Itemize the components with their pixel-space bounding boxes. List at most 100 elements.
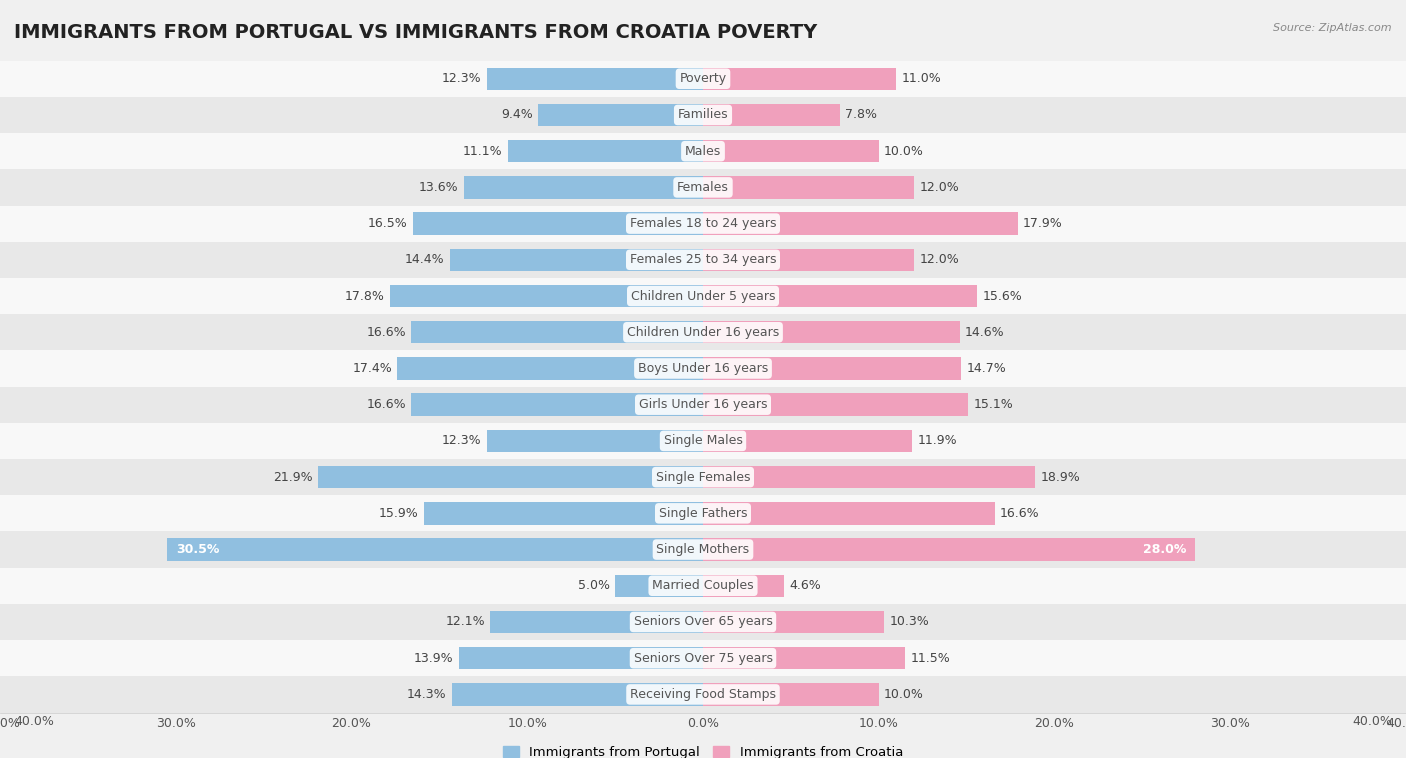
Text: 12.3%: 12.3% [441,434,481,447]
Bar [703,67,897,90]
Bar [0,97,1406,133]
Bar [0,387,1406,423]
Text: Single Females: Single Females [655,471,751,484]
Text: Married Couples: Married Couples [652,579,754,592]
Bar [0,169,1406,205]
Text: 16.5%: 16.5% [368,217,408,230]
Bar [703,683,879,706]
Bar [0,61,1406,97]
Bar [318,466,703,488]
Text: 16.6%: 16.6% [1000,507,1039,520]
Text: 11.1%: 11.1% [463,145,503,158]
Text: 12.1%: 12.1% [446,615,485,628]
Bar [0,314,1406,350]
Text: 40.0%: 40.0% [1353,715,1392,728]
Bar [703,212,1018,235]
Bar [703,357,962,380]
Text: 30.5%: 30.5% [176,543,219,556]
Bar [703,140,879,162]
Bar [486,67,703,90]
Bar [508,140,703,162]
Text: 14.3%: 14.3% [406,688,447,701]
Text: 17.8%: 17.8% [344,290,385,302]
Bar [0,350,1406,387]
Bar [0,459,1406,495]
Text: 10.0%: 10.0% [884,145,924,158]
Text: Receiving Food Stamps: Receiving Food Stamps [630,688,776,701]
Bar [413,212,703,235]
Bar [0,423,1406,459]
Text: Children Under 5 years: Children Under 5 years [631,290,775,302]
Bar [423,502,703,525]
Text: 14.6%: 14.6% [965,326,1004,339]
Bar [703,575,785,597]
Text: 13.6%: 13.6% [419,181,458,194]
Text: Females: Females [678,181,728,194]
Bar [0,676,1406,713]
Bar [0,133,1406,169]
Text: 40.0%: 40.0% [14,715,53,728]
Bar [486,430,703,452]
Bar [703,611,884,633]
Text: 10.3%: 10.3% [890,615,929,628]
Bar [703,502,995,525]
Text: 15.1%: 15.1% [973,398,1014,411]
Text: Children Under 16 years: Children Under 16 years [627,326,779,339]
Text: 11.5%: 11.5% [911,652,950,665]
Bar [703,285,977,307]
Bar [616,575,703,597]
Text: Single Males: Single Males [664,434,742,447]
Text: 9.4%: 9.4% [501,108,533,121]
Bar [412,393,703,416]
Bar [703,393,969,416]
Bar [0,278,1406,314]
Text: 10.0%: 10.0% [884,688,924,701]
Bar [703,104,841,126]
Text: 7.8%: 7.8% [845,108,877,121]
Bar [0,604,1406,640]
Bar [0,531,1406,568]
Bar [703,249,914,271]
Bar [0,495,1406,531]
Text: 15.9%: 15.9% [378,507,419,520]
Bar [391,285,703,307]
Text: 5.0%: 5.0% [578,579,610,592]
Bar [703,538,1195,561]
Text: 18.9%: 18.9% [1040,471,1080,484]
Bar [703,321,960,343]
Text: 14.4%: 14.4% [405,253,444,266]
Bar [0,640,1406,676]
Bar [0,242,1406,278]
Text: Seniors Over 65 years: Seniors Over 65 years [634,615,772,628]
Text: Males: Males [685,145,721,158]
Bar [703,647,905,669]
Bar [450,249,703,271]
Text: Girls Under 16 years: Girls Under 16 years [638,398,768,411]
Bar [451,683,703,706]
Text: 12.0%: 12.0% [920,253,959,266]
Text: 28.0%: 28.0% [1143,543,1187,556]
Bar [703,466,1035,488]
Bar [464,176,703,199]
Text: 4.6%: 4.6% [789,579,821,592]
Text: 12.0%: 12.0% [920,181,959,194]
Text: Poverty: Poverty [679,72,727,85]
Legend: Immigrants from Portugal, Immigrants from Croatia: Immigrants from Portugal, Immigrants fro… [498,741,908,758]
Bar [167,538,703,561]
Text: Single Fathers: Single Fathers [659,507,747,520]
Text: 16.6%: 16.6% [367,398,406,411]
Text: 15.6%: 15.6% [983,290,1022,302]
Text: 13.9%: 13.9% [413,652,453,665]
Text: Families: Families [678,108,728,121]
Bar [0,205,1406,242]
Text: 17.4%: 17.4% [352,362,392,375]
Bar [458,647,703,669]
Bar [703,176,914,199]
Bar [412,321,703,343]
Text: 11.0%: 11.0% [901,72,942,85]
Bar [537,104,703,126]
Bar [703,430,912,452]
Text: Boys Under 16 years: Boys Under 16 years [638,362,768,375]
Text: Seniors Over 75 years: Seniors Over 75 years [634,652,772,665]
Text: Females 18 to 24 years: Females 18 to 24 years [630,217,776,230]
